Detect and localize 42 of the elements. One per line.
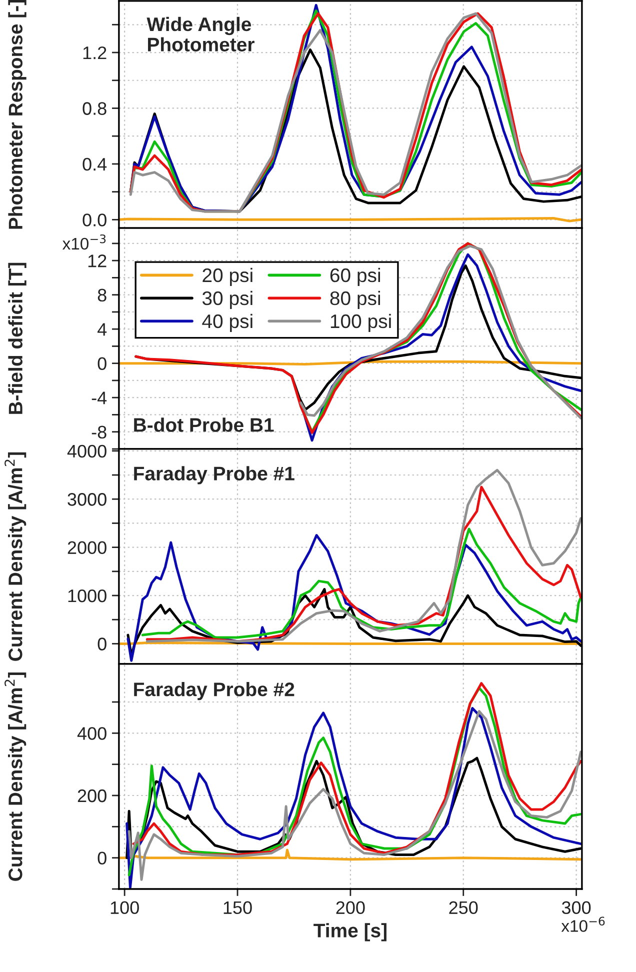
y-tick-label: 0.0 [82, 214, 106, 226]
y-tick-label: 0 [98, 638, 106, 650]
legend-label: 20 psi [202, 268, 252, 286]
y-tick-label: 4000 [67, 444, 106, 458]
y-tick-label: -8 [92, 426, 106, 439]
y-tick-label: 0 [98, 357, 106, 370]
y-tick-label: 400 [77, 727, 106, 740]
x-tick-label: 100 [110, 901, 139, 914]
x-tick-label: 150 [224, 901, 252, 914]
y-tick-label: 12 [88, 254, 106, 268]
text: x10$^{−6}$ [561, 916, 605, 932]
y-tick-label: 1000 [68, 589, 106, 602]
legend-label: 60 psi [330, 268, 380, 286]
y-tick-label: 0 [98, 852, 106, 865]
legend-label: 30 psi [202, 290, 252, 310]
y-axis-title: B-field deficit [T] [8, 262, 26, 414]
y-tick-label: 0.8 [82, 102, 106, 115]
text: Wide Angle Photometer [146, 16, 254, 52]
y-tick-label: 3000 [68, 493, 106, 506]
y-tick-label: 4 [98, 323, 107, 336]
x-tick-label: 300 [562, 901, 591, 914]
text: x10$^{−3}$ [62, 234, 106, 250]
x-axis-title: Time [s] [314, 923, 386, 942]
x-tick-label: 250 [449, 901, 478, 914]
y-tick-label: 2000 [68, 541, 106, 554]
y-axis-title: Current Density [A/m$^{2}$] [4, 672, 26, 881]
x-tick-label: 200 [336, 901, 365, 914]
text: B-dot Probe B1 [134, 418, 274, 432]
y-axis-title: Current Density [A/m$^{2}$] [4, 452, 26, 661]
y-tick-label: 0.4 [82, 158, 107, 171]
line-series [141, 528, 582, 639]
y-tick-label: 8 [98, 288, 106, 302]
line-series [118, 848, 582, 861]
legend-label: 80 psi [330, 290, 380, 310]
y-tick-label: -4 [92, 392, 107, 404]
text: Faraday Probe #1 [134, 466, 294, 484]
y-tick-label: 200 [78, 789, 106, 802]
legend-label: 100 psi [330, 314, 391, 332]
y-axis-title: Photometer Response [-] [8, 0, 26, 229]
legend-label: 40 psi [202, 314, 252, 332]
text: Faraday Probe #2 [134, 682, 294, 700]
y-tick-label: 1.2 [83, 46, 106, 60]
